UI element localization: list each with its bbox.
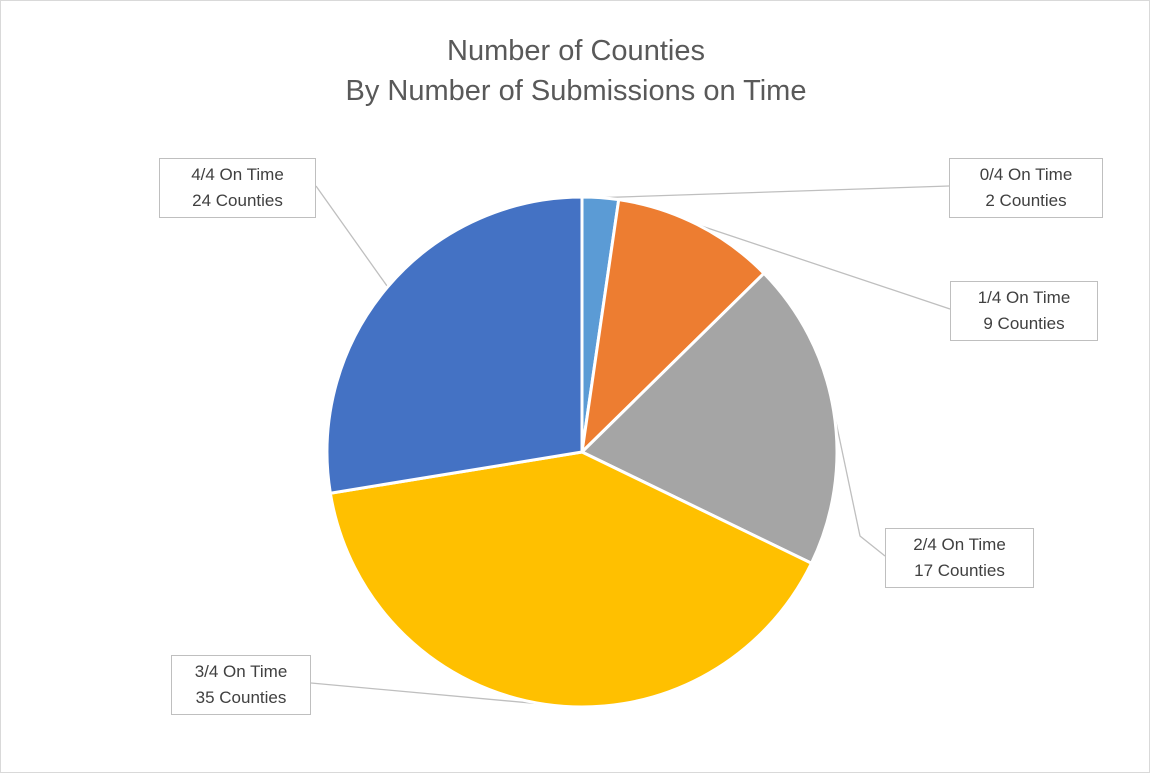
data-label-category: 4/4 On Time — [191, 165, 284, 184]
data-label-value: 17 Counties — [914, 561, 1005, 580]
pie-slice-2 — [580, 271, 839, 565]
data-label-category: 1/4 On Time — [977, 288, 1071, 307]
pie-slices — [325, 195, 839, 709]
pie-slice-4 — [325, 195, 584, 495]
data-label-value: 35 Counties — [195, 688, 287, 707]
data-label-category: 0/4 On Time — [979, 165, 1073, 184]
pie-slice-3 — [328, 450, 813, 709]
data-label-4-of-4: 4/4 On Time 24 Counties — [159, 158, 316, 218]
leader-line-1 — [697, 223, 951, 310]
data-label-category: 3/4 On Time — [194, 662, 288, 681]
chart-title: Number of Counties — [447, 35, 705, 67]
data-label-value: 2 Counties — [985, 191, 1067, 210]
data-label-value: 24 Counties — [192, 191, 283, 210]
leader-line-0 — [600, 185, 950, 199]
data-label-category: 2/4 On Time — [913, 535, 1006, 554]
pie-slice-1 — [580, 198, 766, 454]
data-label-0-of-4: 0/4 On Time 2 Counties — [949, 158, 1103, 218]
leader-line-3 — [310, 682, 546, 705]
data-label-3-of-4: 3/4 On Time 35 Counties — [171, 655, 311, 715]
leader-lines — [310, 185, 951, 705]
chart-subtitle: By Number of Submissions on Time — [345, 75, 807, 107]
data-label-1-of-4: 1/4 On Time 9 Counties — [950, 281, 1098, 341]
leader-line-4 — [315, 185, 389, 288]
data-label-value: 9 Counties — [983, 314, 1065, 333]
leader-line-2 — [833, 410, 886, 557]
data-label-2-of-4: 2/4 On Time 17 Counties — [885, 528, 1034, 588]
